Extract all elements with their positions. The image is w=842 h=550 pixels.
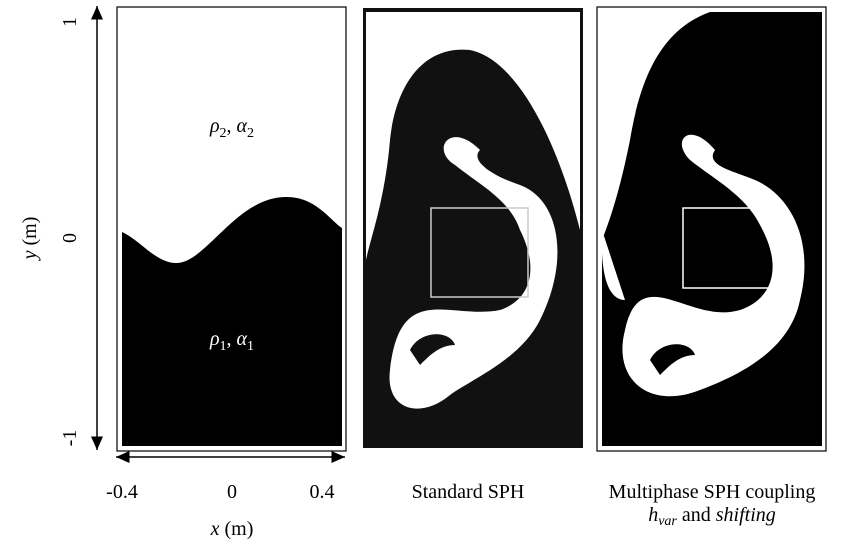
caption: Multiphase SPH coupling xyxy=(609,481,816,503)
panel-multiphase xyxy=(596,6,827,452)
y-label: y (m) xyxy=(19,217,41,262)
upper-fluid-label: ρ2, α2 xyxy=(209,115,254,141)
y-tick: -1 xyxy=(59,430,81,447)
panel-standard xyxy=(363,8,583,448)
y-tick: 0 xyxy=(59,233,81,243)
y-tick: 1 xyxy=(59,17,81,27)
x-tick: -0.4 xyxy=(106,481,138,503)
lower-fluid-label: ρ1, α1 xyxy=(209,328,254,354)
caption-line2: hvar and shifting xyxy=(648,504,776,529)
heavy-fluid xyxy=(122,196,342,446)
x-tick: 0 xyxy=(227,481,237,503)
x-label: x (m) xyxy=(210,518,254,540)
caption: Standard SPH xyxy=(412,481,525,503)
x-tick: 0.4 xyxy=(310,481,335,503)
